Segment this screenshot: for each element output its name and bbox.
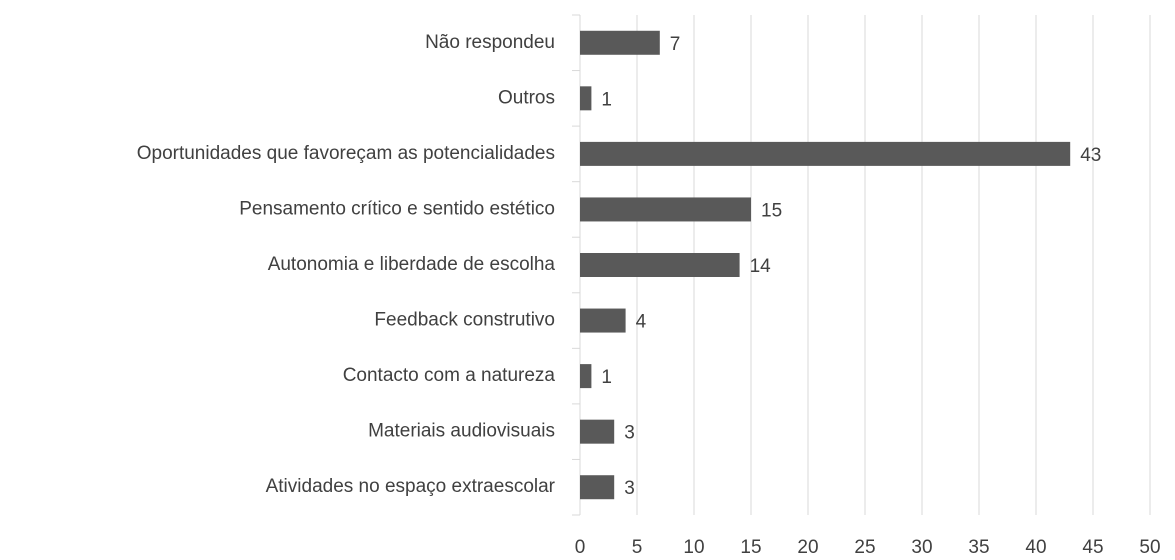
data-label: 14 [750,256,772,277]
y-tick-label: Oportunidades que favoreçam as potencial… [137,143,555,164]
y-tick-label: Contacto com a natureza [343,365,556,386]
data-label: 15 [761,200,782,221]
data-label: 3 [624,423,635,444]
bar [580,141,1071,166]
x-tick-label: 15 [740,537,761,558]
x-tick-label: 20 [797,537,818,558]
y-tick-label: Autonomia e liberdade de escolha [268,254,556,275]
y-tick-label: Materiais audiovisuais [368,421,555,442]
y-tick-label: Feedback construtivo [374,310,555,331]
y-tick-label: Pensamento crítico e sentido estético [239,198,555,219]
bar [580,86,592,111]
x-tick-label: 5 [632,537,643,558]
x-tick-label: 50 [1139,537,1160,558]
data-label: 1 [601,367,612,388]
x-tick-label: 30 [911,537,932,558]
bar [580,253,740,277]
x-tick-label: 45 [1082,537,1103,558]
y-tick-label: Não respondeu [425,32,555,53]
x-tick-label: 10 [683,537,704,558]
x-tick-label: 25 [854,537,875,558]
bar [580,364,592,389]
data-label: 3 [624,478,635,499]
x-tick-label: 35 [968,537,989,558]
data-label: 1 [601,89,612,110]
data-label: 4 [636,312,647,333]
bar [580,475,615,500]
data-label: 43 [1080,145,1101,166]
bar [580,419,615,444]
bar [580,30,660,55]
bar [580,197,751,222]
x-tick-label: 0 [575,537,586,558]
x-tick-label: 40 [1025,537,1046,558]
y-tick-label: Outros [498,87,555,108]
data-label: 7 [670,34,681,55]
bar [580,308,626,333]
y-tick-label: Atividades no espaço extraescolar [266,476,556,497]
